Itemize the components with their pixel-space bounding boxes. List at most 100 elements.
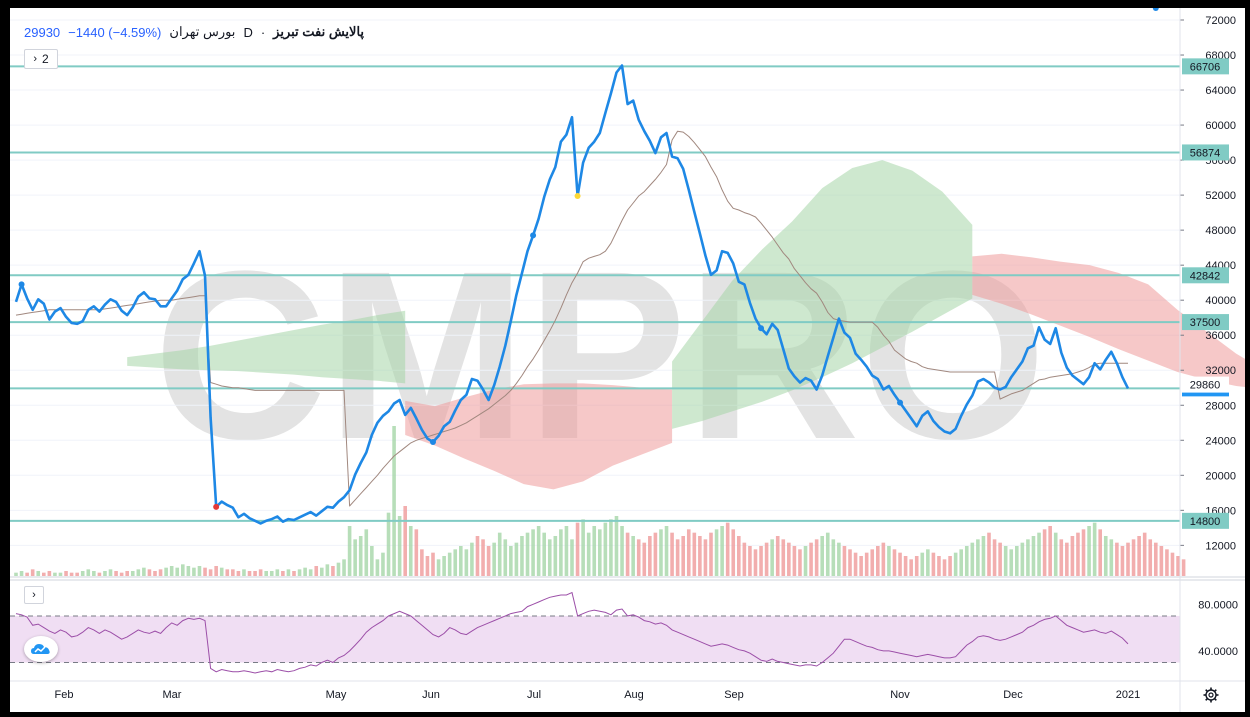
rsi-pane [10,591,1180,674]
volume-bar [425,556,430,576]
volume-bar [69,572,74,576]
volume-bar [976,539,980,576]
volume-bar [692,532,697,576]
symbol-header[interactable]: 29930 −1440 (−4.59%) بورس تهران D · پالا… [24,24,364,40]
volume-bar [1098,529,1102,576]
last-price: 29930 [24,24,61,40]
volume-bar [80,571,85,576]
volume-bar [709,532,713,576]
volume-bar [1048,526,1052,576]
volume-bar [164,567,168,576]
volume-bar [219,567,224,576]
rsi-toggle-button[interactable]: › [24,586,44,604]
volume-bar [1065,542,1069,576]
volume-bar [308,569,313,576]
volume-bar [442,556,446,576]
volume-bar [631,536,635,576]
volume-bar [186,566,191,576]
chart-settings-button[interactable] [1203,687,1219,703]
volume-bar [1059,539,1064,576]
volume-bar [792,546,797,576]
volume-bar [564,526,569,576]
volume-bar [386,512,391,576]
volume-bar [336,562,341,576]
y-tick-label: 52000 [1205,190,1236,202]
volume-bar [286,569,291,576]
x-tick-label: Nov [890,689,910,701]
volume-bar [559,529,563,576]
volume-bar [764,542,769,576]
volume-bar [1148,539,1153,576]
volume-bar [703,539,708,576]
y-tick-label: 12000 [1205,540,1236,552]
level-label: 66706 [1190,61,1221,73]
volume-bar [753,549,758,576]
level-label-bg [1182,58,1229,75]
volume-bar [42,572,46,576]
level-label: 56874 [1190,147,1221,159]
volume-bar [1003,546,1008,576]
price-axis[interactable]: 7200068000640006000056000520004800044000… [1180,15,1236,552]
volume-bar [981,536,986,576]
volume-bar [86,569,91,576]
volume-bars [14,426,1186,576]
volume-bar [920,552,925,576]
volume-bar [203,567,207,576]
volume-bar [325,564,330,576]
volume-bar [1142,532,1147,576]
volume-bar [125,571,129,576]
indicators-toggle-button[interactable]: › 2 [24,49,58,69]
volume-bar [931,552,936,576]
volume-bar [1092,522,1097,576]
volume-bar [1120,546,1125,576]
volume-bar [536,526,541,576]
volume-bar [820,536,824,576]
volume-bar [731,529,736,576]
rsi-line [15,591,1129,674]
chart-svg[interactable]: CMPRO 7200068000640006000056000520004800… [10,5,1250,712]
volume-bar [119,572,124,576]
signal-marker [574,192,581,199]
volume-bar [492,542,496,576]
volume-bar [814,539,819,576]
volume-bar [1009,549,1014,576]
volume-bar [1081,529,1086,576]
volume-bar [748,546,752,576]
volume-bar [297,569,302,576]
indicator-count: 2 [41,52,49,66]
volume-bar [136,569,141,576]
cloud-green [672,160,973,429]
volume-bar [459,546,463,576]
price-line [14,64,1130,525]
tradingview-logo-button[interactable] [24,636,58,662]
time-axis[interactable]: Feb Mar May Jun Jul Aug Sep Nov Dec 2021 [55,689,1141,701]
volume-bar [192,567,196,576]
y-tick-label: 72000 [1205,15,1236,27]
chevron-right-icon: › [32,589,36,601]
volume-bar [859,556,863,576]
cloud-red [405,383,673,490]
ma-series [15,130,1128,507]
volume-bar [281,571,285,576]
volume-bar [514,542,519,576]
volume-bar [275,569,280,576]
level-label-bg [1182,376,1229,393]
volume-bar [787,542,791,576]
price-series[interactable] [14,64,1130,525]
volume-bar [264,571,268,576]
volume-bar [881,542,886,576]
volume-bar [114,571,118,576]
signal-marker [18,281,25,288]
volume-bar [553,536,558,576]
volume-bar [842,546,847,576]
volume-bar [381,552,385,576]
price-change: −1440 (−4.59%) [68,24,162,40]
volume-bar [698,536,702,576]
volume-bar [64,571,68,576]
volume-bar [175,567,180,576]
volume-bar [97,572,102,576]
volume-bar [14,572,18,576]
volume-bar [798,549,802,576]
volume-bar [926,549,930,576]
volume-bar [570,539,574,576]
